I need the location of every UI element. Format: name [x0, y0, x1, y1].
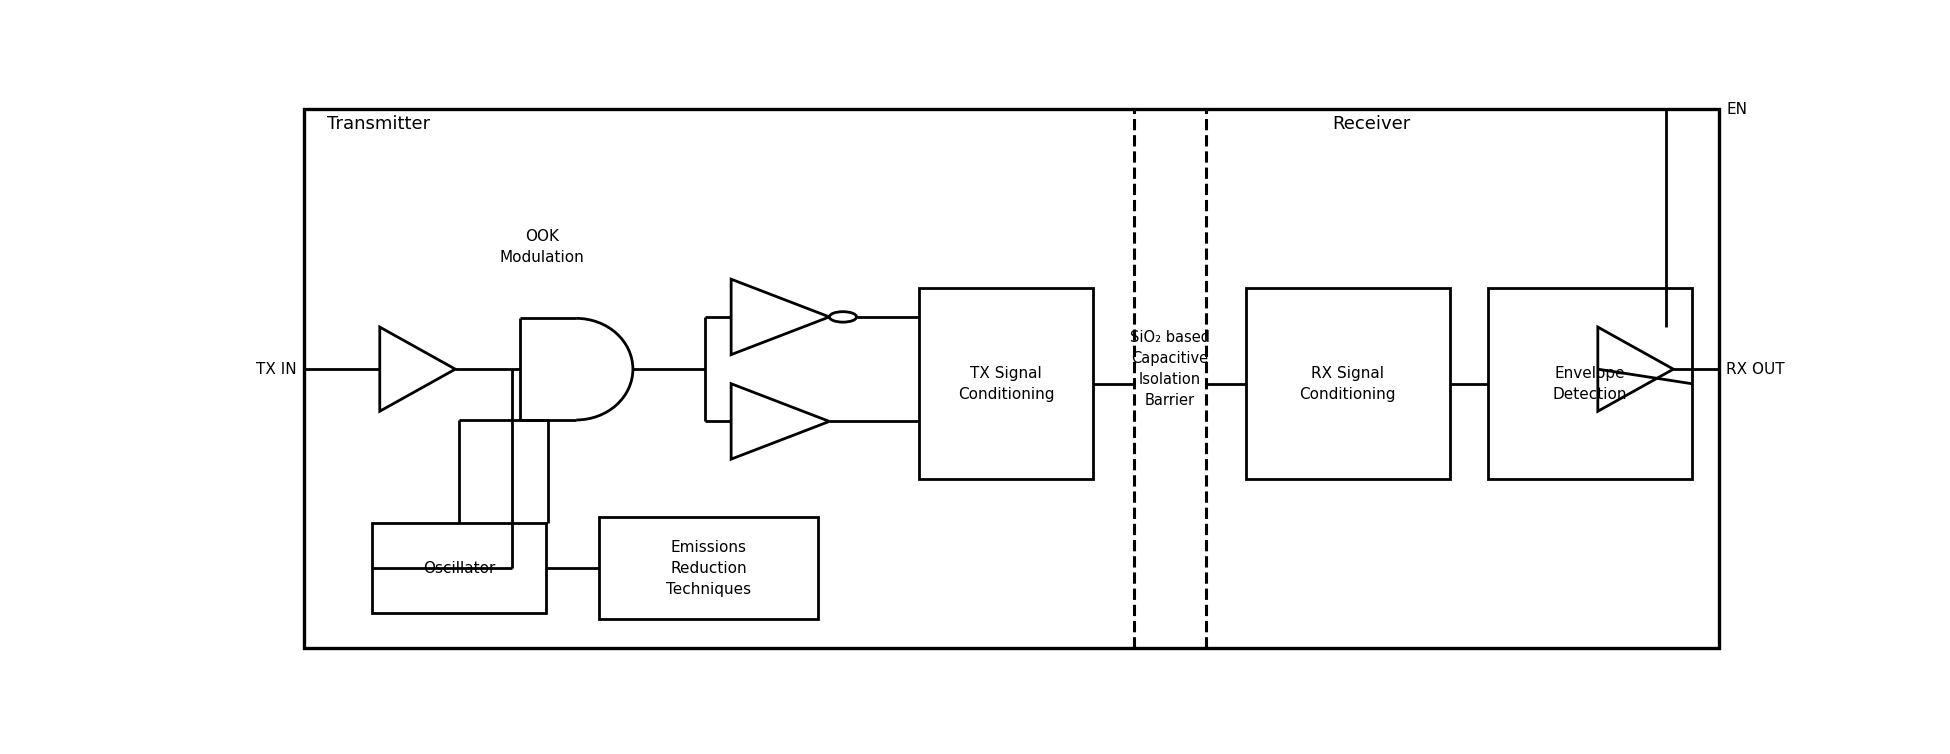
Polygon shape [1597, 327, 1673, 411]
Bar [1246, 288, 1449, 480]
Text: EN: EN [1726, 102, 1747, 117]
Bar [918, 288, 1094, 480]
Text: Emissions
Reduction
Techniques: Emissions Reduction Techniques [665, 540, 751, 596]
Text: Envelope
Detection: Envelope Detection [1552, 366, 1626, 402]
Polygon shape [380, 327, 456, 411]
Polygon shape [731, 279, 829, 354]
Text: Receiver: Receiver [1332, 115, 1410, 133]
Bar [372, 523, 546, 613]
Text: OOK
Modulation: OOK Modulation [499, 228, 585, 265]
Text: RX Signal
Conditioning: RX Signal Conditioning [1299, 366, 1396, 402]
Polygon shape [731, 384, 829, 459]
Text: RX OUT: RX OUT [1726, 362, 1784, 377]
Text: Oscillator: Oscillator [423, 560, 495, 575]
Text: SiO₂ based
Capacitive
Isolation
Barrier: SiO₂ based Capacitive Isolation Barrier [1131, 330, 1211, 408]
Text: TX IN: TX IN [255, 362, 296, 377]
Bar [1488, 288, 1691, 480]
Bar [599, 517, 819, 619]
Text: Transmitter: Transmitter [328, 115, 431, 133]
Text: TX Signal
Conditioning: TX Signal Conditioning [957, 366, 1055, 402]
